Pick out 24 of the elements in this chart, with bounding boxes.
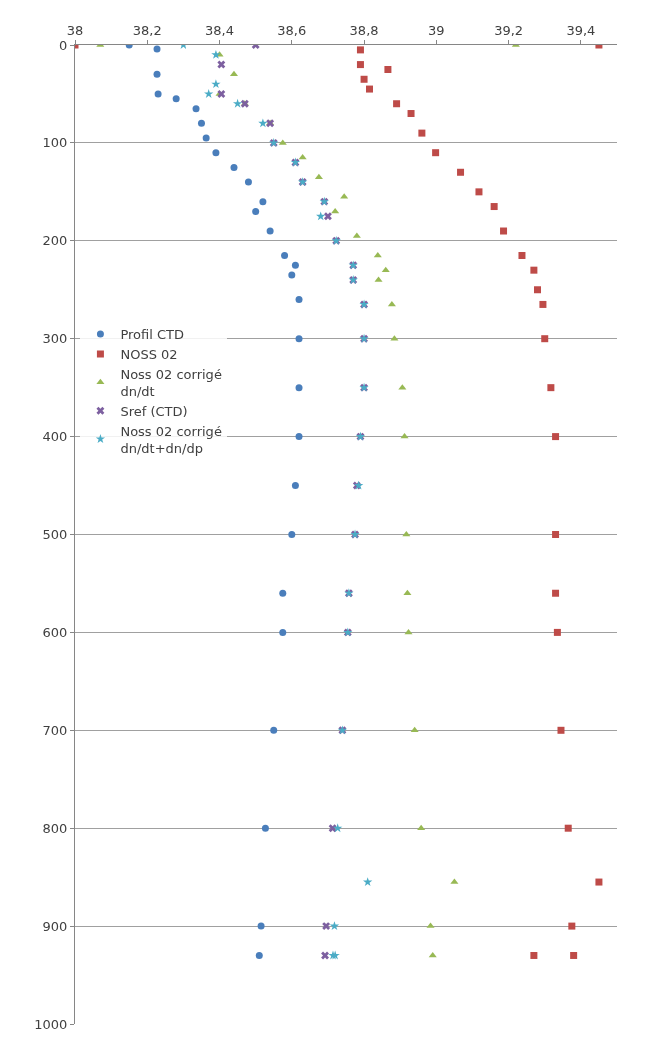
y-tick-label: 0 bbox=[59, 37, 68, 53]
y-tick-label: 400 bbox=[42, 429, 68, 445]
x-tick-label: 39,4 bbox=[566, 22, 596, 38]
y-tick-label: 800 bbox=[42, 820, 68, 836]
y-tick-label: 600 bbox=[42, 624, 68, 640]
legend-label: Noss 02 corrigé dn/dt bbox=[120, 366, 222, 399]
x-tick-label: 38,4 bbox=[205, 22, 235, 38]
legend-label: NOSS 02 bbox=[120, 347, 178, 363]
x-tick-label: 39,2 bbox=[494, 22, 524, 38]
legend-label: Noss 02 corrigé dn/dt+dn/dp bbox=[120, 423, 222, 456]
y-tick-label: 900 bbox=[42, 918, 68, 934]
x-tick-label: 38 bbox=[66, 22, 84, 38]
x-tick-label: 38,2 bbox=[132, 22, 162, 38]
x-tick-label: 39 bbox=[428, 22, 445, 38]
x-tick-label: 38,6 bbox=[277, 22, 307, 38]
y-tick-label: 500 bbox=[42, 527, 68, 543]
y-tick-label: 300 bbox=[42, 331, 68, 347]
legend-label: Profil CTD bbox=[120, 327, 185, 343]
y-tick-label: 200 bbox=[42, 233, 68, 249]
legend-label: Sref (CTD) bbox=[120, 403, 188, 419]
y-tick-label: 1000 bbox=[34, 1016, 68, 1032]
y-tick-label: 100 bbox=[42, 135, 68, 151]
y-tick-label: 700 bbox=[42, 722, 68, 738]
x-tick-label: 38,8 bbox=[349, 22, 379, 38]
